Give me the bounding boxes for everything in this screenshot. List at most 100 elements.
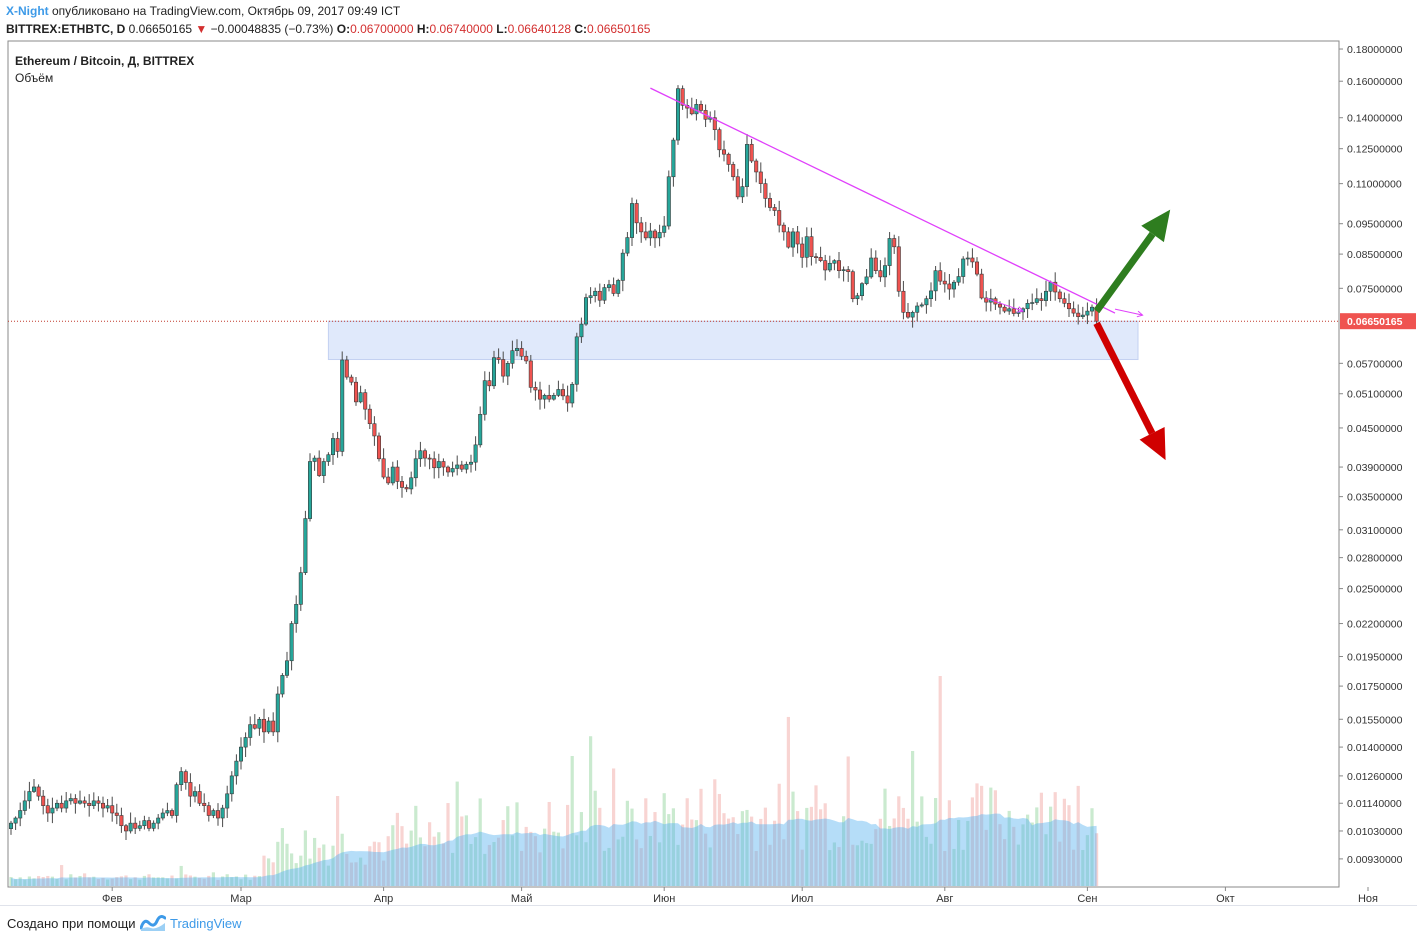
volume-bar: [579, 812, 583, 886]
tradingview-brand-link[interactable]: TradingView: [170, 916, 242, 931]
volume-bar: [349, 862, 353, 886]
candle-body: [1002, 306, 1007, 312]
price-tick-label: 0.01260000: [1347, 771, 1403, 783]
candle-body: [643, 231, 648, 239]
candle-body: [639, 222, 644, 233]
candle-body: [565, 395, 570, 404]
volume-bar: [832, 842, 836, 886]
volume-bar: [644, 798, 648, 886]
volume-bar: [285, 843, 289, 886]
candle-body: [698, 104, 703, 111]
candle-body: [675, 88, 680, 141]
candle-body: [36, 786, 41, 797]
candle-body: [974, 261, 979, 275]
symbol-label: BITTREX:ETHBTC, D: [6, 22, 126, 36]
candle-body: [18, 810, 23, 819]
volume-bar: [952, 848, 956, 886]
candle-body: [547, 395, 552, 400]
candle-body: [1030, 302, 1035, 304]
price-tick-label: 0.03500000: [1347, 492, 1403, 504]
volume-bar: [662, 793, 666, 886]
volume-bar: [1007, 810, 1011, 886]
volume-bar: [924, 836, 928, 886]
candle-body: [836, 260, 841, 271]
volume-bar: [133, 877, 137, 886]
volume-bar: [901, 807, 905, 886]
candle-body: [648, 230, 653, 239]
candle-body: [514, 348, 519, 351]
candle-body: [206, 805, 211, 816]
support-zone-layer: [327, 320, 1139, 361]
candle-body: [1007, 308, 1012, 312]
candle-body: [13, 817, 18, 824]
volume-bar: [115, 877, 119, 886]
volume-bar: [791, 791, 795, 886]
volume-bar: [18, 877, 22, 886]
volume-bar: [257, 876, 261, 886]
tradingview-logo-icon[interactable]: [140, 914, 166, 932]
candle-body: [786, 231, 791, 248]
candle-body: [234, 760, 239, 777]
volume-bar: [828, 850, 832, 886]
volume-study-label: Объём: [15, 71, 53, 85]
volume-bar: [340, 833, 344, 886]
candle-body: [372, 423, 377, 437]
volume-bar: [262, 855, 266, 886]
price-tick-label: 0.01140000: [1347, 798, 1402, 810]
candle-body: [965, 257, 970, 260]
volume-bar: [147, 874, 151, 886]
time-axis[interactable]: Фев Мар Апр Май Июн Июл Авг Сен Окт Ноя: [102, 887, 1378, 905]
candle-body: [781, 224, 786, 233]
volume-bar: [345, 853, 349, 886]
volume-bar: [681, 824, 685, 886]
candle-body: [340, 359, 345, 452]
volume-bar: [101, 877, 105, 886]
volume-bar: [124, 875, 128, 886]
volume-bar: [395, 812, 399, 886]
candle-body: [717, 129, 722, 151]
volume-bar: [322, 844, 326, 886]
volume-bar: [713, 779, 717, 886]
candles-layer: [9, 85, 1099, 841]
candle-body: [896, 246, 901, 292]
time-tick-label: Июн: [653, 893, 675, 905]
volume-bar: [1016, 844, 1020, 886]
price-tick-label: 0.05700000: [1347, 358, 1403, 370]
volume-bar: [326, 865, 330, 886]
candle-body: [800, 243, 805, 258]
candle-body: [616, 280, 621, 294]
volume-bar: [198, 878, 202, 886]
candle-body: [873, 257, 878, 271]
volume-bar: [975, 783, 979, 886]
volume-bar: [386, 836, 390, 886]
volume-bar: [248, 879, 252, 886]
volume-bar: [230, 877, 234, 886]
candle-body: [694, 104, 699, 115]
candle-body: [432, 458, 437, 469]
candle-body: [712, 117, 717, 130]
candle-body: [657, 232, 662, 239]
price-chart[interactable]: 0.18000000 0.16000000 0.14000000 0.12500000…: [0, 0, 1417, 905]
candle-body: [749, 144, 754, 162]
volume-bar: [750, 816, 754, 886]
volume-bar: [138, 879, 142, 886]
author-name[interactable]: X-Night: [6, 4, 49, 18]
volume-bar: [786, 716, 790, 886]
volume-bar: [566, 804, 570, 886]
candle-body: [409, 477, 414, 490]
candle-body: [533, 387, 538, 391]
volume-bar: [27, 876, 31, 886]
candle-body: [928, 290, 933, 300]
candle-body: [358, 392, 363, 403]
volume-bar: [308, 858, 312, 886]
close-label: C:: [574, 22, 588, 36]
volume-bar: [377, 842, 381, 886]
price-axis[interactable]: 0.18000000 0.16000000 0.14000000 0.12500000…: [1339, 44, 1416, 866]
volume-bar: [1081, 850, 1085, 886]
volume-bar: [188, 875, 192, 886]
volume-bar: [193, 876, 197, 886]
candle-body: [418, 450, 423, 460]
low-value: 0.06640128: [507, 22, 572, 36]
candle-body: [602, 287, 607, 301]
volume-bar: [980, 785, 984, 886]
